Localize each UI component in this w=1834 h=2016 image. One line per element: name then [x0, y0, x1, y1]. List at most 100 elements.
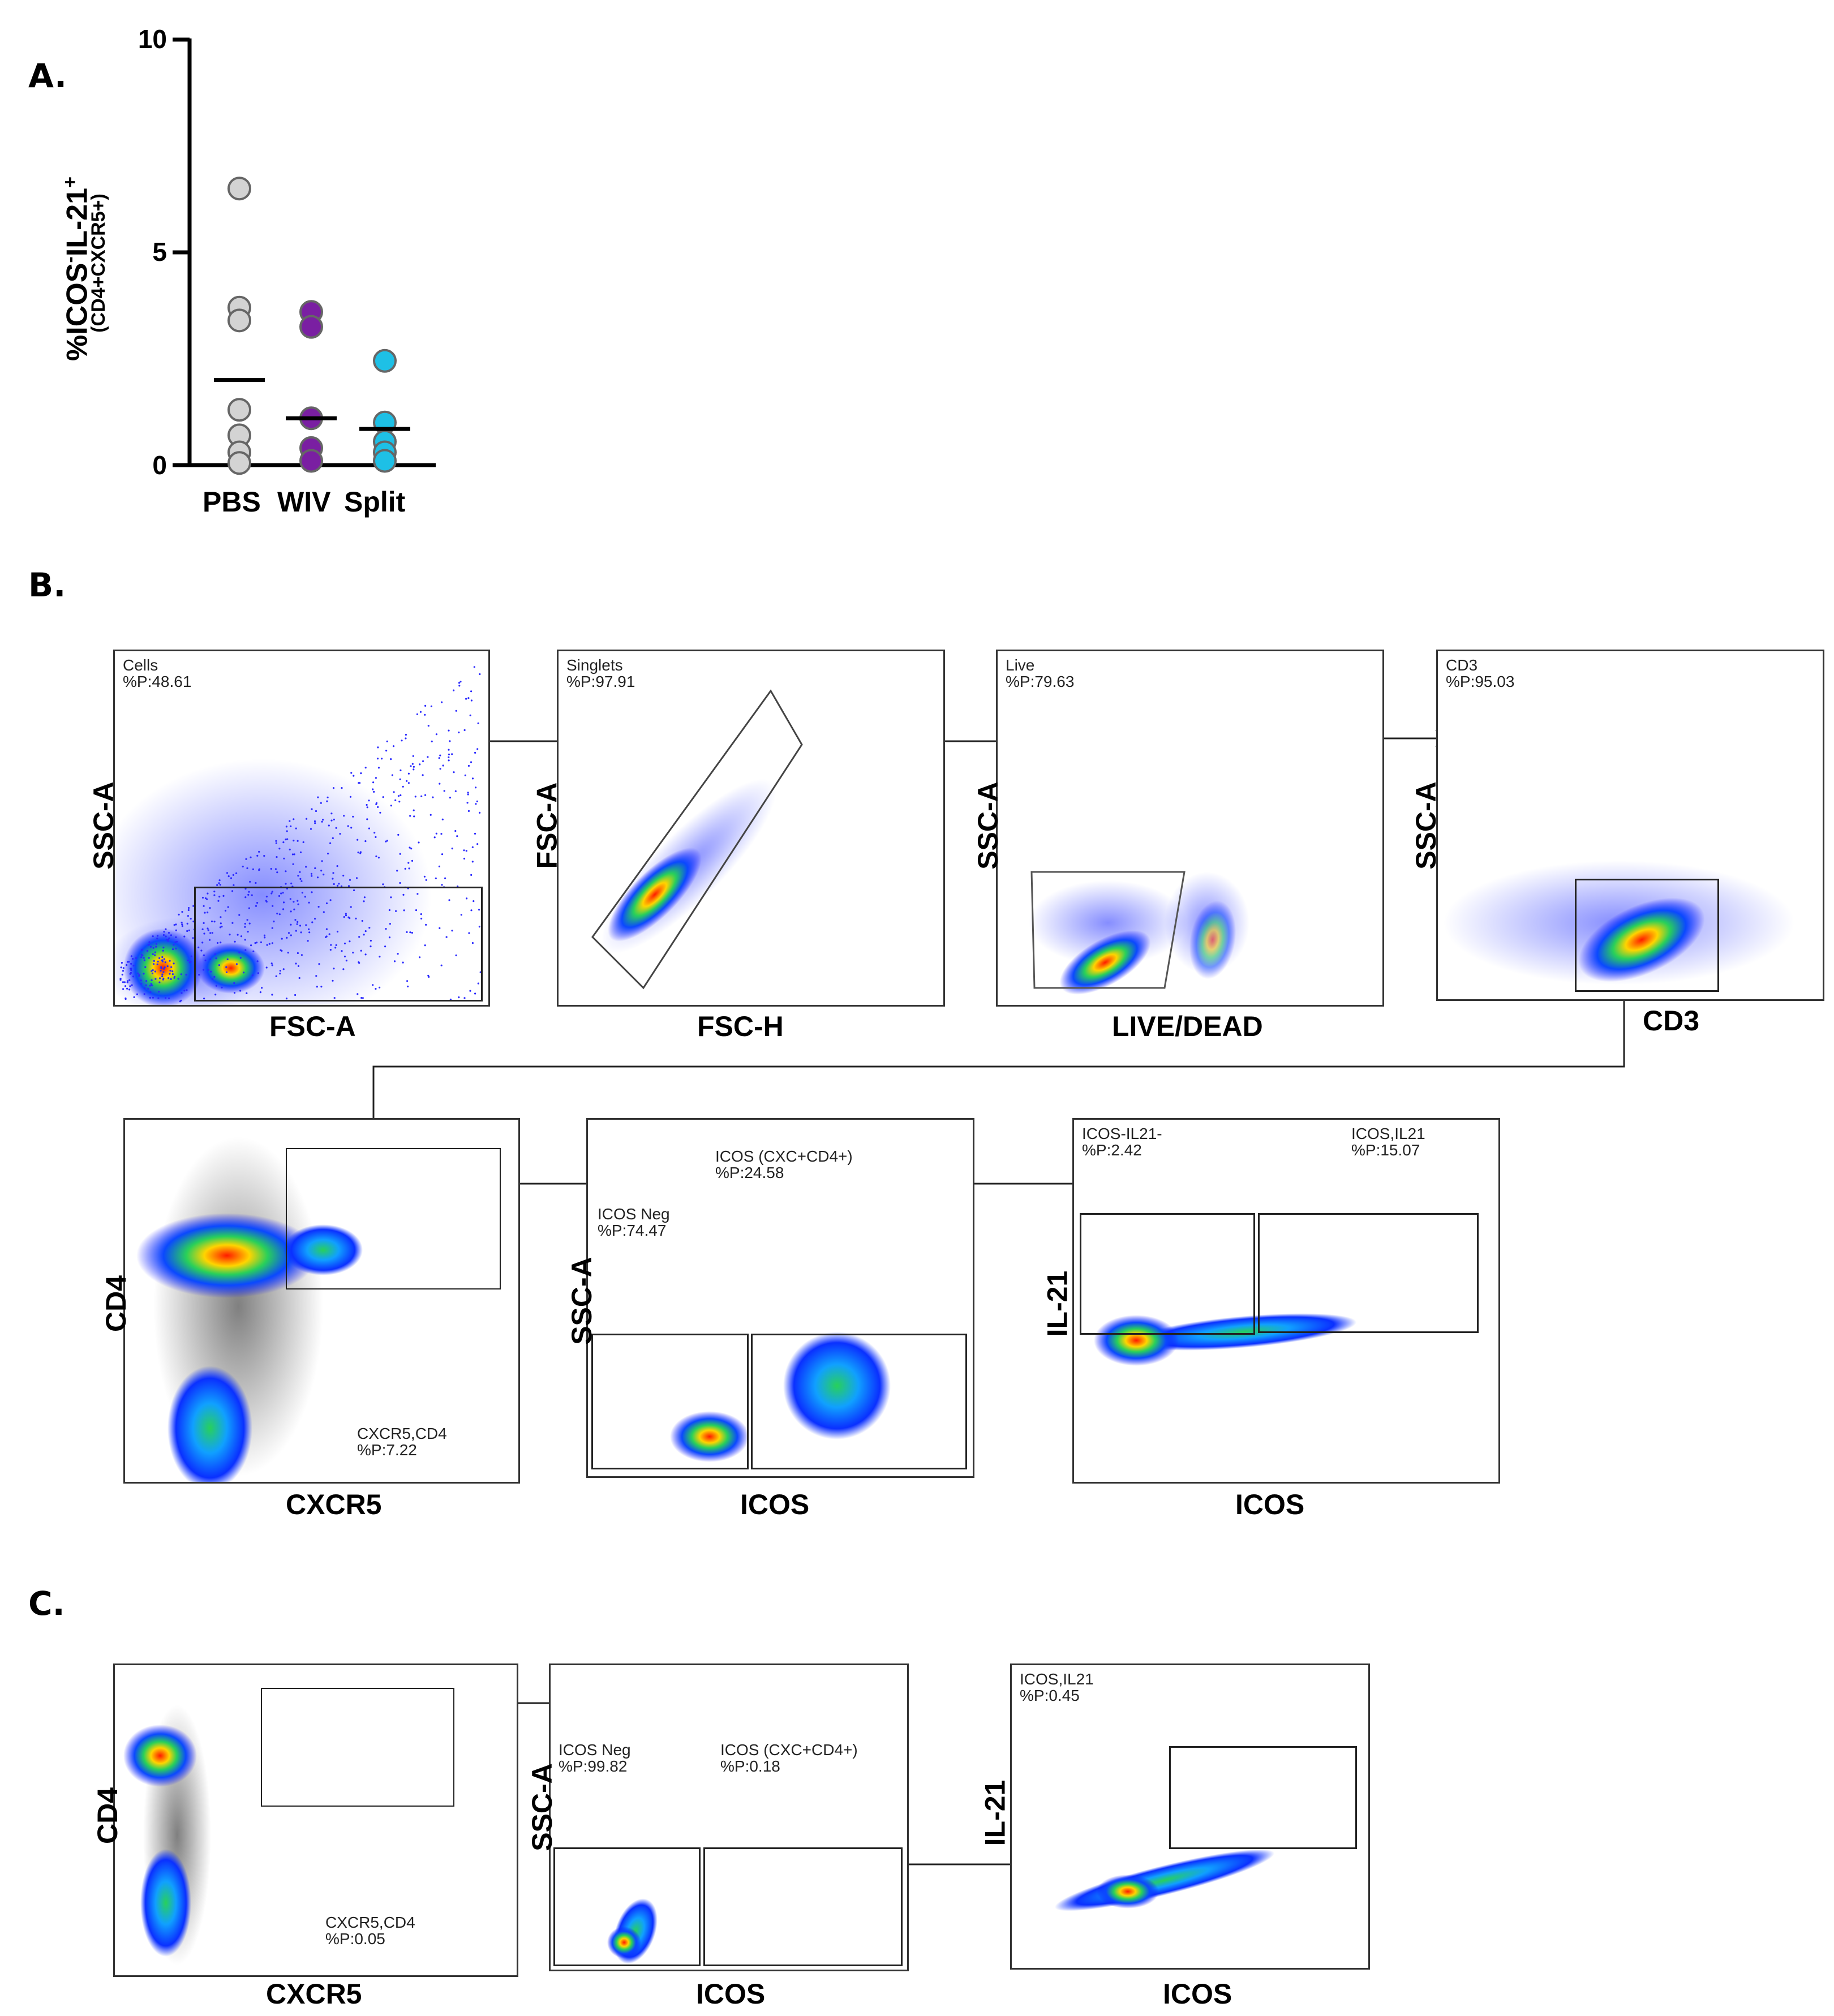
event-dot [392, 774, 393, 776]
event-dot [154, 978, 156, 980]
event-dot [246, 867, 248, 869]
event-dot [375, 836, 376, 838]
event-dot [294, 853, 295, 855]
x-label-b1: FSC-A [269, 1010, 356, 1043]
x-label-b4: CD3 [1643, 1004, 1699, 1037]
event-dot [189, 961, 191, 963]
event-dot [366, 818, 368, 820]
event-dot [436, 733, 437, 735]
event-dot [144, 993, 145, 995]
event-dot [172, 948, 174, 950]
event-dot [448, 749, 449, 751]
event-dot [400, 794, 401, 796]
event-dot [175, 948, 177, 949]
event-dot [358, 852, 359, 853]
y-label-c1: CD4 [91, 1787, 124, 1844]
plot-b4-ssc-cd3: CD3 %P:95.03 [1436, 650, 1824, 1001]
event-dot [183, 936, 185, 938]
event-dot [347, 825, 349, 827]
event-dot [183, 990, 185, 991]
gate-label-c-cxcr5-cd4: CXCR5,CD4 %P:0.05 [325, 1914, 415, 1948]
event-dot [121, 962, 123, 964]
event-dot [187, 960, 189, 961]
gate-icos-pos[interactable] [751, 1334, 967, 1469]
event-dot [333, 787, 334, 789]
event-dot [286, 830, 288, 832]
gate-icos-neg[interactable] [591, 1334, 749, 1469]
event-dot [407, 862, 409, 863]
event-dot [188, 909, 190, 911]
event-dot [286, 826, 287, 827]
event-dot [136, 994, 138, 995]
event-dot [163, 931, 165, 932]
event-dot [119, 979, 121, 981]
event-dot [152, 997, 154, 999]
event-dot [141, 954, 143, 956]
event-dot [190, 918, 192, 919]
event-dot [170, 978, 172, 980]
plot-b3-ssc-livedead: Live %P:79.63 [996, 650, 1384, 1007]
event-dot [424, 794, 426, 796]
event-dot [458, 682, 460, 684]
gate-c-icos-il21[interactable] [1169, 1746, 1357, 1849]
event-dot [422, 774, 424, 776]
gate-label-singlets: Singlets %P:97.91 [566, 657, 635, 690]
x-label-b2: FSC-H [697, 1010, 784, 1043]
event-dot [467, 793, 469, 795]
event-dot [162, 978, 164, 979]
event-dot [156, 938, 158, 939]
event-dot [321, 860, 323, 862]
event-dot [424, 876, 426, 878]
event-dot [137, 973, 139, 974]
gate-icos-il21-pos[interactable] [1258, 1213, 1479, 1333]
event-dot [411, 860, 413, 862]
gate-label-icos-pos: ICOS (CXC+CD4+) %P:24.58 [715, 1148, 853, 1181]
event-dot [157, 935, 158, 936]
event-dot [283, 858, 285, 859]
plot-c3-il21-icos: ICOS,IL21 %P:0.45 [1010, 1663, 1370, 1970]
event-dot [289, 820, 290, 822]
gate-label-c-icos-pos: ICOS (CXC+CD4+) %P:0.18 [720, 1742, 858, 1775]
event-dot [167, 965, 169, 967]
event-dot [285, 883, 286, 884]
event-dot [181, 973, 182, 975]
event-dot [405, 734, 407, 736]
event-dot [168, 932, 170, 934]
event-dot [144, 987, 145, 989]
event-dot [431, 706, 432, 707]
gate-c-icos-pos[interactable] [703, 1847, 903, 1966]
gate-label-icos-il21-pos: ICOS,IL21 %P:15.07 [1351, 1125, 1425, 1159]
event-dot [180, 1000, 182, 1001]
event-dot [467, 792, 469, 793]
event-dot [420, 711, 422, 713]
event-dot [353, 775, 354, 777]
event-dot [401, 740, 402, 741]
event-dot [468, 810, 470, 812]
event-dot [470, 690, 472, 692]
event-dot [350, 827, 352, 828]
event-dot [145, 985, 147, 986]
gate-cd3[interactable] [1575, 879, 1719, 992]
gate-cxcr5-cd4[interactable] [286, 1148, 501, 1289]
event-dot [295, 828, 297, 829]
event-dot [476, 801, 478, 802]
event-dot [293, 863, 294, 865]
event-dot [140, 983, 142, 985]
event-dot [169, 973, 170, 975]
event-dot [410, 848, 412, 849]
event-dot [375, 803, 377, 805]
event-dot [458, 685, 460, 686]
event-dot [186, 989, 187, 991]
gate-icos-il21-neg[interactable] [1080, 1213, 1255, 1335]
event-dot [314, 867, 316, 869]
event-dot [154, 952, 156, 953]
y-label-b5: CD4 [100, 1275, 132, 1332]
event-dot [406, 780, 407, 782]
event-dot [150, 946, 152, 948]
event-dot [453, 690, 454, 691]
gate-c-cxcr5-cd4[interactable] [261, 1688, 454, 1807]
event-dot [158, 957, 160, 959]
gate-c-icos-neg[interactable] [553, 1847, 701, 1966]
gate-cells[interactable] [194, 887, 483, 1001]
event-dot [173, 944, 174, 945]
